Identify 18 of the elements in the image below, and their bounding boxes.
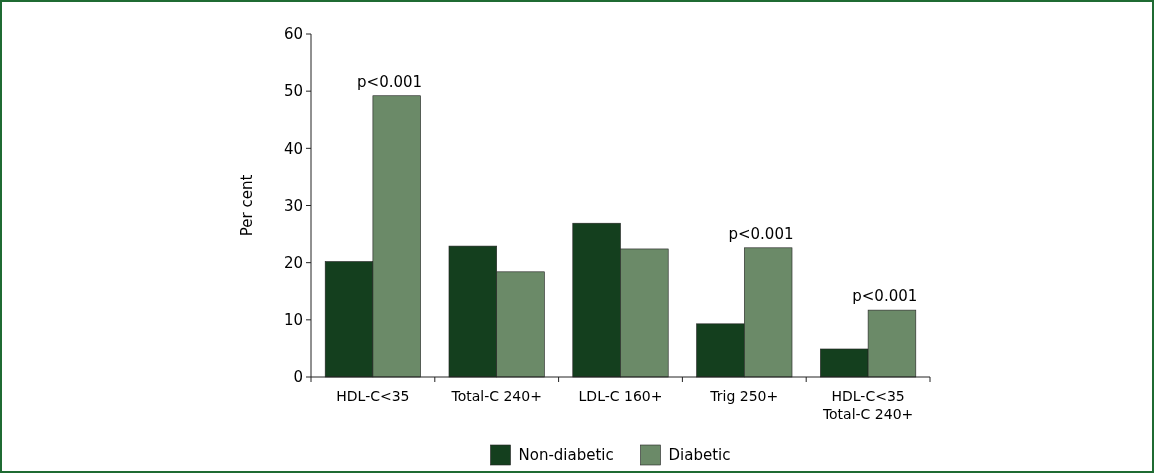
annotation: p<0.001 xyxy=(357,72,423,91)
y-tick-label: 50 xyxy=(283,82,303,101)
x-tick-label: LDL-C 160+ xyxy=(578,388,663,404)
y-tick-label: 30 xyxy=(283,196,303,215)
y-tick-label: 40 xyxy=(283,139,303,158)
y-tick-label: 10 xyxy=(283,311,303,330)
y-tick-label: 0 xyxy=(293,368,303,387)
y-axis-title: Per cent xyxy=(238,174,256,237)
x-tick-label: HDL-C<35 xyxy=(336,388,410,404)
y-tick-label: 20 xyxy=(283,253,303,272)
legend-label: Non-diabetic xyxy=(518,446,614,465)
annotation: p<0.001 xyxy=(728,224,794,243)
annotation: p<0.001 xyxy=(852,287,918,306)
y-tick-label: 60 xyxy=(283,25,303,44)
legend-label: Diabetic xyxy=(668,446,731,465)
x-tick-label: Total-C 240+ xyxy=(450,388,542,404)
x-tick-label: Trig 250+ xyxy=(709,388,779,404)
x-tick-label: HDL-C<35 Total-C 240+ xyxy=(821,388,914,422)
